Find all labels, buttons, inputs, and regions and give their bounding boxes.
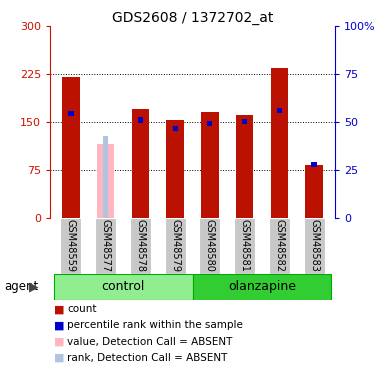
Text: GSM48582: GSM48582 <box>275 219 285 272</box>
FancyBboxPatch shape <box>269 217 290 274</box>
FancyBboxPatch shape <box>234 217 255 274</box>
Text: rank, Detection Call = ABSENT: rank, Detection Call = ABSENT <box>67 353 228 363</box>
Bar <box>62 77 80 218</box>
Text: GSM48579: GSM48579 <box>170 219 180 272</box>
Text: GSM48578: GSM48578 <box>136 219 146 272</box>
Text: control: control <box>101 280 145 293</box>
Text: ■: ■ <box>54 353 64 363</box>
Text: olanzapine: olanzapine <box>228 280 296 293</box>
FancyBboxPatch shape <box>304 217 325 274</box>
Bar <box>166 120 184 218</box>
Bar <box>132 109 149 217</box>
Bar <box>236 116 253 218</box>
Bar <box>172 126 178 131</box>
FancyBboxPatch shape <box>60 217 81 274</box>
FancyBboxPatch shape <box>95 217 116 274</box>
Text: ▶: ▶ <box>29 280 38 293</box>
Text: value, Detection Call = ABSENT: value, Detection Call = ABSENT <box>67 337 233 346</box>
Text: percentile rank within the sample: percentile rank within the sample <box>67 321 243 330</box>
Title: GDS2608 / 1372702_at: GDS2608 / 1372702_at <box>112 11 273 25</box>
Bar <box>271 68 288 218</box>
Bar <box>305 165 323 218</box>
Text: count: count <box>67 304 97 314</box>
Bar <box>311 162 317 167</box>
Text: GSM48577: GSM48577 <box>100 219 110 272</box>
FancyBboxPatch shape <box>165 217 186 274</box>
Bar <box>138 117 143 123</box>
Text: GSM48583: GSM48583 <box>309 219 319 272</box>
Bar <box>68 111 74 116</box>
Bar <box>207 121 213 126</box>
Bar <box>201 112 219 218</box>
Text: ■: ■ <box>54 321 64 330</box>
Text: GSM48581: GSM48581 <box>239 219 249 272</box>
Bar <box>97 144 114 218</box>
FancyBboxPatch shape <box>130 217 151 274</box>
Text: GSM48580: GSM48580 <box>205 219 215 272</box>
Text: ■: ■ <box>54 337 64 346</box>
FancyBboxPatch shape <box>193 274 331 300</box>
Text: ■: ■ <box>54 304 64 314</box>
FancyBboxPatch shape <box>199 217 220 274</box>
Text: GSM48559: GSM48559 <box>66 219 76 272</box>
FancyBboxPatch shape <box>54 274 192 300</box>
Text: agent: agent <box>4 280 38 293</box>
Bar <box>103 136 108 218</box>
Bar <box>242 119 247 124</box>
Bar <box>277 108 282 113</box>
